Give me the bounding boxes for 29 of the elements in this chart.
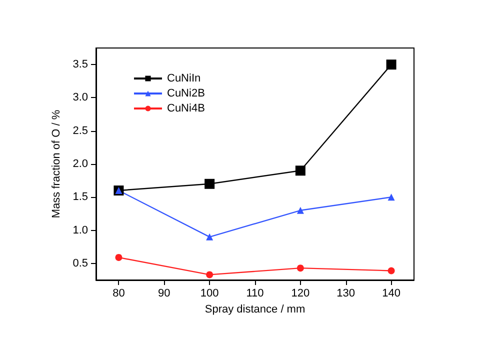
x-tick-label: 120 <box>291 288 310 300</box>
x-tick-label: 130 <box>336 288 356 300</box>
x-axis-title: Spray distance / mm <box>204 304 306 316</box>
y-tick-label: 1.5 <box>72 191 88 204</box>
point <box>204 178 215 189</box>
x-tick-label: 100 <box>200 288 219 300</box>
point <box>388 267 395 274</box>
y-tick-label: 2.0 <box>72 158 88 170</box>
legend-label: CuNi2B <box>167 88 205 100</box>
x-tick-label: 110 <box>246 288 264 300</box>
point <box>296 264 304 272</box>
x-tick-label: 80 <box>112 288 125 300</box>
y-tick-label: 3.5 <box>72 58 88 71</box>
y-tick-label: 3.0 <box>72 92 88 104</box>
point <box>206 271 214 278</box>
y-axis-title: Mass fraction of O / % <box>50 110 62 218</box>
point <box>296 206 304 214</box>
point <box>115 254 122 261</box>
y-tick-label: 2.5 <box>72 124 88 137</box>
y-tick-label: 1.0 <box>72 224 88 236</box>
point <box>388 194 395 201</box>
point <box>386 60 396 70</box>
legend-label: CuNi4B <box>167 102 205 114</box>
point <box>295 166 306 176</box>
x-tick-label: 90 <box>158 288 170 300</box>
point <box>206 233 214 240</box>
legend-label: CuNiIn <box>167 72 201 84</box>
x-tick-label: 140 <box>382 288 400 300</box>
y-tick-label: 0.5 <box>72 257 88 270</box>
